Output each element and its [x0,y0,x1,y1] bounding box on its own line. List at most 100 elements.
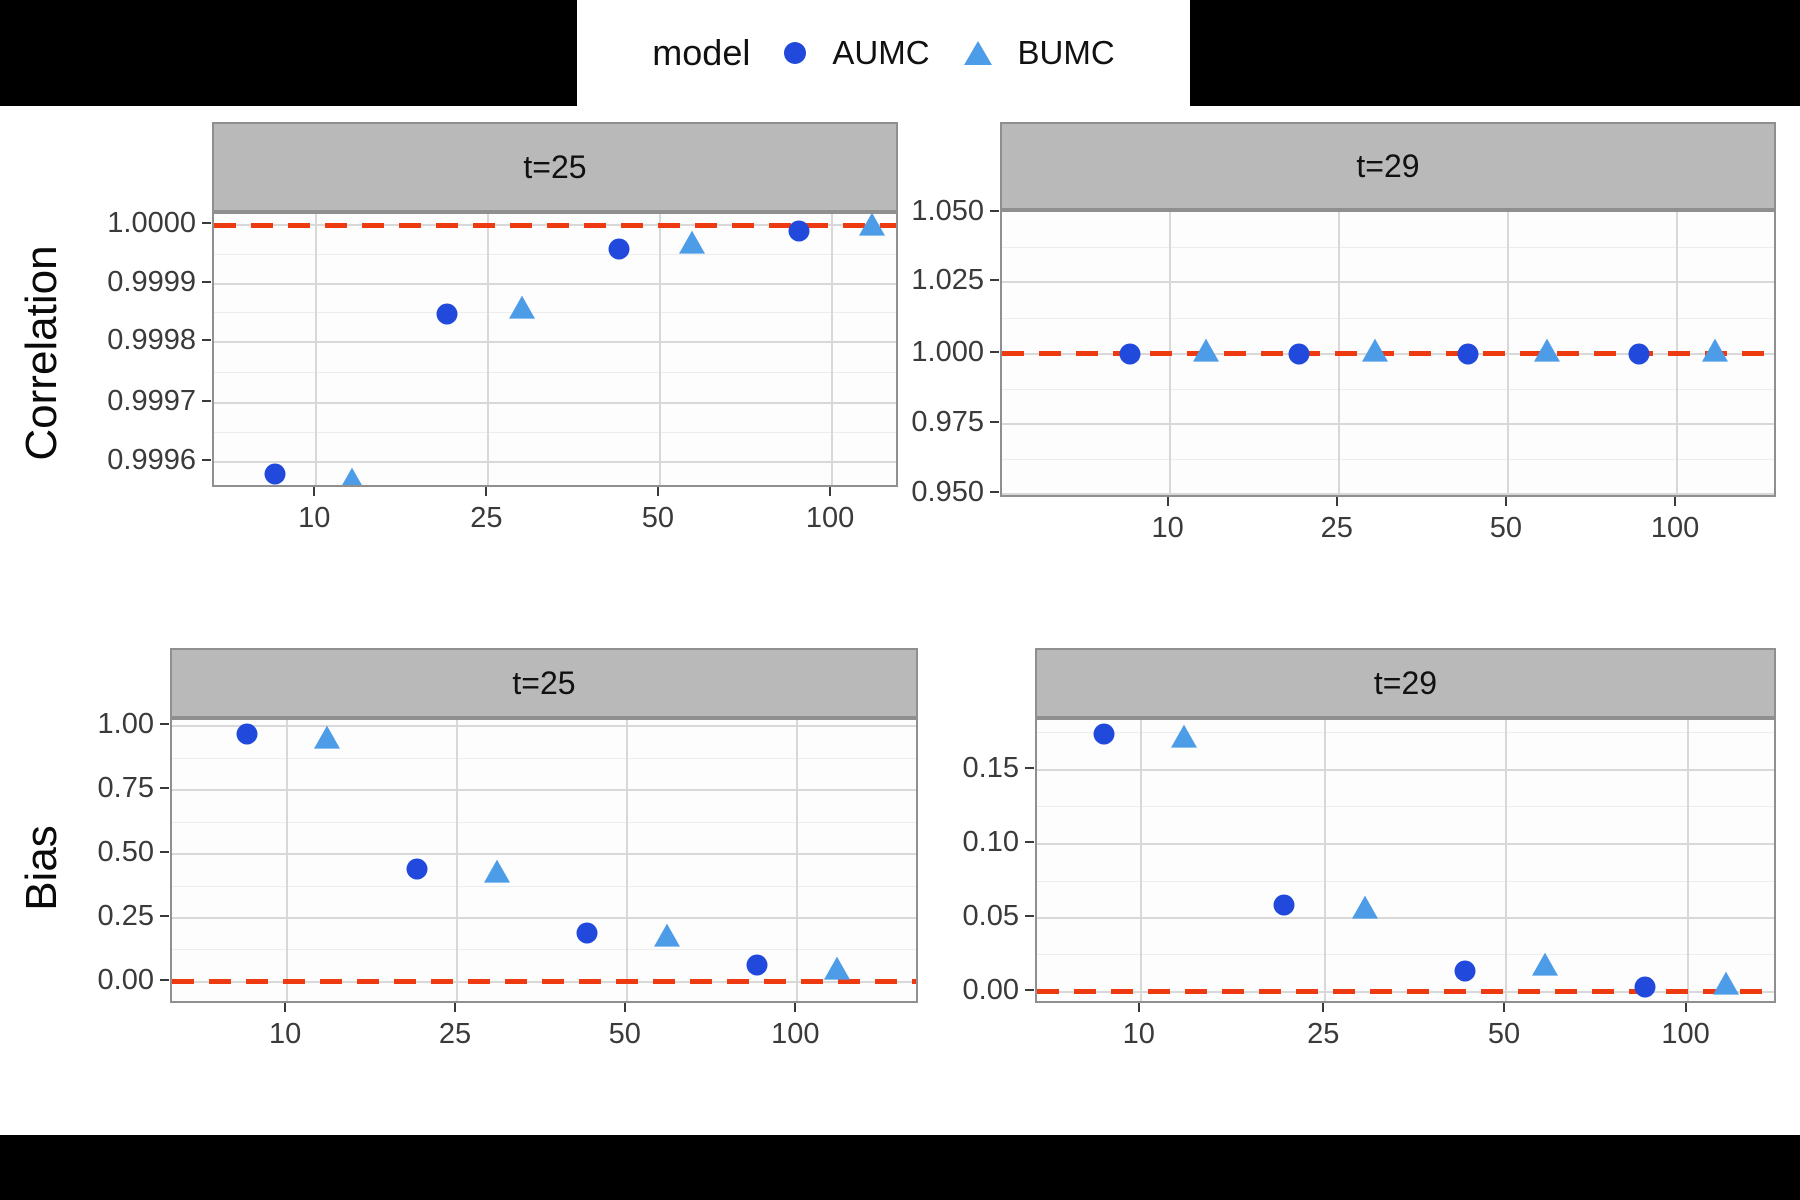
y-tick-mark [990,421,999,424]
gridline-major [214,340,896,343]
gridline-major [831,214,834,485]
x-tick-label: 100 [805,502,855,534]
gridline-minor [1002,458,1774,460]
y-tick-label: 0.50 [97,835,154,868]
y-tick-label: 0.10 [962,825,1019,858]
gridline-major [286,720,289,1001]
data-point-bumc [1193,338,1220,362]
plot-area [1035,718,1776,1003]
gridline-major [1324,720,1327,1001]
data-point-aumc [406,858,428,880]
y-tick-mark [160,978,169,981]
data-point-bumc [1532,952,1559,976]
y-tick-label: 1.00 [97,707,154,740]
y-tick-label: 1.0000 [107,207,196,239]
data-point-bumc [823,956,850,980]
legend-label-aumc: AUMC [832,34,930,71]
gridline-major [172,724,916,727]
x-tick-mark [453,1003,456,1012]
y-tick-label: 1.025 [911,264,984,297]
y-tick-label: 0.75 [97,772,154,805]
gridline-major [1002,423,1774,426]
x-tick-mark [485,487,488,496]
data-point-aumc [1288,343,1310,365]
data-point-aumc [1093,723,1115,745]
x-tick-label: 25 [470,502,503,534]
data-point-bumc [1362,338,1389,362]
legend-title: model [652,32,751,73]
gridline-minor [1037,954,1774,956]
gridline-major [172,789,916,792]
gridline-major [214,282,896,285]
data-point-aumc [436,303,458,325]
x-tick-label: 25 [438,1018,472,1050]
gridline-minor [1002,247,1774,249]
x-tick-mark [1503,1003,1506,1012]
y-tick-mark [990,279,999,282]
gridline-major [1002,493,1774,495]
gridline-minor [214,312,896,314]
data-point-aumc [788,220,810,242]
gridline-minor [1002,388,1774,390]
y-tick-mark [1025,766,1034,769]
y-tick-label: 0.05 [962,900,1019,933]
x-tick-label: 100 [1661,1018,1710,1050]
y-tick-mark [990,351,999,354]
x-tick-label: 100 [771,1018,820,1050]
data-point-bumc [1352,895,1379,919]
gridline-minor [214,431,896,433]
gridline-major [172,852,916,855]
x-tick-mark [1322,1003,1325,1012]
x-tick-label: 50 [1489,512,1523,544]
y-tick-label: 0.9997 [107,384,196,417]
bottom-black-band [0,1135,1800,1200]
x-tick-mark [1166,497,1169,506]
x-tick-mark [656,487,659,496]
y-tick-mark [160,915,169,918]
y-tick-mark [202,222,211,224]
aumc-circle-marker-icon [784,42,807,64]
data-point-bumc [313,725,340,749]
x-tick-label: 100 [1650,512,1700,544]
data-point-aumc [1454,960,1476,982]
reference-line [172,979,916,985]
y-tick-mark [202,338,211,341]
gridline-major [1037,768,1774,771]
gridline-major [1139,720,1142,1001]
data-point-aumc [1634,976,1656,998]
data-point-aumc [608,238,630,260]
x-tick-label: 25 [1320,512,1353,544]
y-tick-label: 0.975 [911,406,984,439]
x-tick-mark [1674,497,1677,506]
facet-strip: t=25 [212,122,898,212]
data-point-aumc [746,954,768,976]
gridline-major [1037,842,1774,845]
x-tick-label: 10 [298,502,331,534]
x-tick-mark [623,1003,626,1012]
x-tick-label: 10 [269,1018,302,1050]
gridline-major [625,720,628,1001]
data-point-bumc [338,467,365,485]
x-tick-mark [1504,497,1507,506]
x-tick-label: 50 [1487,1018,1521,1050]
data-point-aumc [236,723,258,745]
y-tick-label: 0.25 [97,900,154,933]
data-point-aumc [264,463,286,485]
data-point-aumc [1119,343,1141,365]
gridline-major [315,214,318,485]
data-point-bumc [654,923,681,947]
data-point-aumc [1628,343,1650,365]
data-point-bumc [679,230,706,254]
y-tick-mark [1025,988,1034,991]
y-tick-label: 0.9998 [107,323,196,356]
gridline-major [172,917,916,920]
y-tick-label: 0.00 [962,973,1019,1006]
gridline-major [1037,917,1774,920]
x-tick-mark [284,1003,287,1012]
gridline-major [214,461,896,464]
x-tick-label: 50 [608,1018,641,1050]
data-point-bumc [509,295,535,319]
gridline-minor [172,885,916,887]
x-tick-mark [1137,1003,1140,1012]
reference-line [214,222,896,228]
